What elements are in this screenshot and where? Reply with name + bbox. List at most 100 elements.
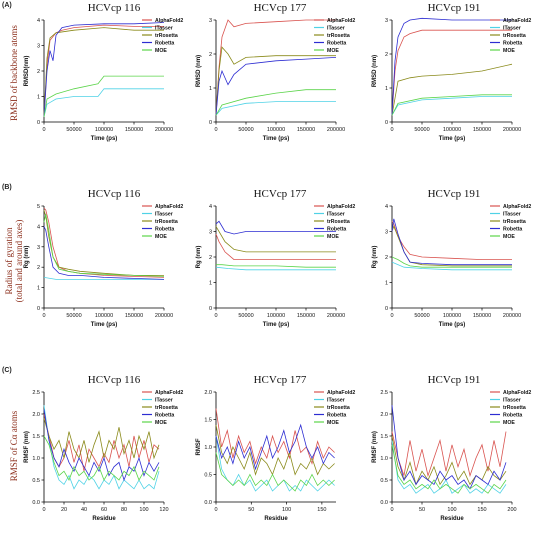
- x-tick-label: 200000: [503, 313, 521, 319]
- legend-label-alphafold2: AlphaFold2: [327, 204, 355, 210]
- series-line-robetta: [43, 226, 165, 280]
- x-axis-label: Time (ps): [263, 136, 290, 142]
- y-tick-label: 1.5: [204, 418, 212, 424]
- y-tick-label: 0: [37, 120, 40, 126]
- legend-label-trrosetta: trRosetta: [503, 405, 526, 411]
- y-tick-label: 4: [209, 204, 212, 210]
- x-tick-label: 0: [390, 507, 393, 513]
- legend-label-alphafold2: AlphaFold2: [503, 390, 531, 396]
- x-tick-label: 80: [121, 507, 127, 513]
- x-tick-label: 0: [42, 127, 45, 133]
- legend-label-moe: MOE: [327, 48, 339, 54]
- y-tick-label: 2: [209, 52, 212, 58]
- y-tick-label: 0: [37, 306, 40, 312]
- y-axis-label: RMSF (nm): [24, 431, 30, 463]
- y-axis-label: RMSF: [196, 438, 202, 455]
- chart-title-rmsf-191: HCVcp 191: [427, 374, 481, 386]
- y-tick-label: 0: [385, 306, 388, 312]
- x-tick-label: 0: [42, 313, 45, 319]
- panel-label-c: (C): [2, 367, 12, 374]
- chart-title-rmsd-191: HCVcp 191: [427, 2, 481, 14]
- legend-label-alphafold2: AlphaFold2: [327, 390, 355, 396]
- x-tick-label: 60: [101, 507, 107, 513]
- series-line-trrosetta: [43, 418, 160, 463]
- x-tick-label: 150000: [125, 127, 143, 133]
- legend-label-alphafold2: AlphaFold2: [155, 18, 183, 24]
- series-line-moe: [391, 256, 512, 268]
- legend-label-trrosetta: trRosetta: [503, 219, 526, 225]
- y-tick-label: 3: [385, 230, 388, 236]
- legend-label-robetta: Robetta: [155, 41, 174, 47]
- x-tick-label: 100: [139, 507, 148, 513]
- chart-title-rmsd-116: HCVcp 116: [87, 2, 141, 14]
- legend-label-moe: MOE: [155, 234, 167, 240]
- series-line-robetta: [391, 218, 512, 266]
- x-tick-label: 0: [214, 507, 217, 513]
- series-line-moe: [391, 444, 507, 494]
- y-axis-label: Rg (nm): [24, 246, 30, 269]
- series-line-itasser: [215, 101, 336, 116]
- x-tick-label: 50000: [66, 313, 81, 319]
- x-tick-label: 100000: [95, 127, 113, 133]
- x-tick-label: 100000: [443, 127, 461, 133]
- x-tick-label: 150000: [297, 313, 315, 319]
- legend-label-robetta: Robetta: [327, 41, 346, 47]
- x-tick-label: 0: [390, 127, 393, 133]
- series-line-trrosetta: [215, 46, 336, 116]
- legend-label-moe: MOE: [327, 234, 339, 240]
- series-line-trrosetta: [43, 209, 164, 276]
- legend-label-robetta: Robetta: [503, 41, 522, 47]
- series-line-moe: [215, 89, 336, 116]
- x-axis-label: Residue: [92, 516, 116, 522]
- legend-label-moe: MOE: [503, 48, 515, 54]
- chart-rmsd-191: 0 50000 100000 150000 200000 0 1 2 3 Time (ps) RMS…: [372, 17, 531, 142]
- x-tick-label: 200: [507, 507, 516, 513]
- x-tick-label: 50000: [414, 127, 429, 133]
- y-tick-label: 1.0: [380, 456, 388, 462]
- y-tick-label: 3: [37, 245, 40, 251]
- y-tick-label: 2.5: [32, 390, 40, 396]
- series-line-alphafold2: [391, 431, 507, 478]
- x-tick-label: 50000: [66, 127, 81, 133]
- series-line-itasser: [43, 88, 164, 117]
- series-line-moe: [43, 214, 165, 277]
- legend-label-robetta: Robetta: [327, 413, 346, 419]
- y-tick-label: 4: [385, 204, 388, 210]
- y-tick-label: 2: [385, 52, 388, 58]
- series-line-robetta: [215, 423, 335, 471]
- axes: [391, 392, 512, 503]
- y-tick-label: 2: [37, 69, 40, 75]
- chart-title-rmsf-116: HCVcp 116: [87, 374, 141, 386]
- panel-label-a: (A): [2, 2, 12, 9]
- x-tick-label: 150000: [125, 313, 143, 319]
- y-tick-label: 2.0: [204, 390, 212, 396]
- x-tick-label: 50: [419, 507, 425, 513]
- series-line-trrosetta: [215, 226, 336, 253]
- legend-label-trrosetta: trRosetta: [327, 33, 350, 39]
- x-tick-label: 200000: [503, 127, 521, 133]
- legend-label-itasser: ITasser: [155, 26, 173, 32]
- y-tick-label: 0: [209, 120, 212, 126]
- x-tick-label: 200000: [327, 313, 345, 319]
- y-tick-label: 3: [209, 18, 212, 24]
- legend-label-robetta: Robetta: [327, 227, 346, 233]
- y-tick-label: 1: [37, 95, 40, 101]
- y-axis-label: RMSD (nm): [196, 55, 202, 87]
- legend-label-itasser: ITasser: [155, 398, 173, 404]
- legend-label-trrosetta: trRosetta: [503, 33, 526, 39]
- x-tick-label: 40: [81, 507, 87, 513]
- series-line-moe: [43, 75, 164, 117]
- y-tick-label: 1.5: [380, 434, 388, 440]
- x-axis-label: Time (ps): [263, 322, 290, 328]
- series-line-alphafold2: [43, 207, 165, 278]
- chart-rmsf-177: 0 50 100 150 0.0 0.5 1.0 1.5 2.0 Residue RMSF Alpha…: [196, 390, 355, 522]
- legend-label-alphafold2: AlphaFold2: [155, 204, 183, 210]
- legend-label-alphafold2: AlphaFold2: [155, 390, 183, 396]
- y-tick-label: 2: [385, 255, 388, 261]
- legend-label-robetta: Robetta: [503, 413, 522, 419]
- y-tick-label: 1: [209, 86, 212, 92]
- y-tick-label: 1: [385, 281, 388, 287]
- y-tick-label: 0.0: [380, 500, 388, 506]
- y-axis-label: RMSD (nm): [372, 55, 378, 87]
- series-line-trrosetta: [391, 63, 513, 116]
